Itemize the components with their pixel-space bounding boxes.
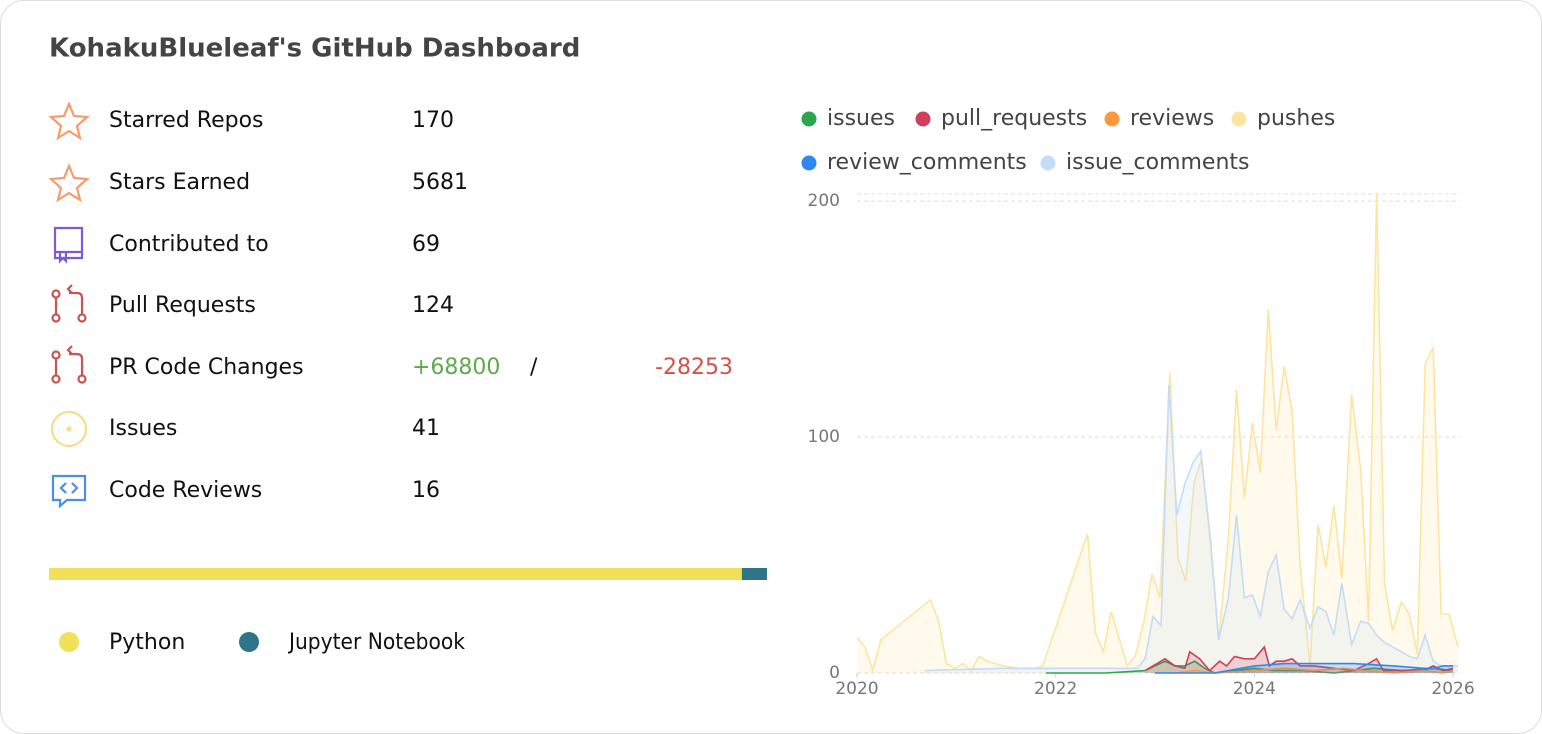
legend-swatch — [1231, 111, 1247, 127]
stat-label: Contributed to — [109, 232, 269, 257]
series-area — [857, 194, 1459, 673]
stat-label: Pull Requests — [109, 293, 256, 318]
stat-value: 41 — [412, 416, 440, 441]
language-bar — [741, 568, 767, 580]
stat-separator: / — [530, 355, 538, 380]
language-name: Jupyter Notebook — [287, 630, 466, 655]
stat-removed: -28253 — [655, 355, 733, 380]
issue-icon — [50, 410, 88, 448]
stat-label: PR Code Changes — [109, 355, 304, 380]
legend-label: issues — [827, 106, 895, 131]
language-bar — [49, 568, 742, 580]
review-icon — [51, 474, 87, 509]
stat-value: 170 — [412, 108, 454, 133]
language-name: Python — [109, 630, 185, 655]
star-icon — [48, 101, 90, 141]
language-dot — [239, 632, 259, 652]
series-line — [1155, 662, 1454, 674]
legend-swatch — [801, 155, 817, 171]
stat-label: Starred Repos — [109, 108, 264, 133]
legend-label: pushes — [1257, 106, 1335, 131]
x-tick-label: 2020 — [835, 679, 878, 699]
stat-label: Code Reviews — [109, 478, 262, 503]
pr-icon — [51, 345, 87, 384]
y-tick-label: 100 — [808, 427, 840, 447]
icons — [48, 101, 90, 509]
series-area — [924, 385, 1459, 673]
stat-added: +68800 — [412, 355, 500, 380]
x-tick-label: 2024 — [1233, 679, 1276, 699]
stat-value: 16 — [412, 478, 440, 503]
legend-label: review_comments — [827, 150, 1027, 175]
stat-label: Stars Earned — [109, 170, 250, 195]
legend-swatch — [915, 111, 931, 127]
stat-value: 124 — [412, 293, 454, 318]
legend-swatch — [1040, 155, 1056, 171]
star-icon — [48, 163, 90, 203]
series-line — [924, 385, 1458, 672]
legend-label: pull_requests — [941, 106, 1087, 131]
series-area — [1145, 647, 1454, 673]
legend-label: reviews — [1130, 106, 1214, 131]
y-tick-label: 200 — [808, 191, 840, 211]
repo-icon — [53, 226, 84, 264]
stat-value: 5681 — [412, 170, 468, 195]
pr-icon — [51, 284, 87, 323]
legend-label: issue_comments — [1066, 150, 1250, 175]
legend-swatch — [1104, 111, 1120, 127]
language-dot — [59, 632, 79, 652]
x-tick-label: 2022 — [1034, 679, 1077, 699]
stat-label: Issues — [109, 416, 177, 441]
x-tick-label: 2026 — [1431, 679, 1474, 699]
y-tick-label: 0 — [829, 663, 840, 683]
series-line — [1144, 645, 1454, 672]
legend-swatch — [801, 111, 817, 127]
stat-value: 69 — [412, 232, 440, 257]
title: KohakuBlueleaf's GitHub Dashboard — [49, 34, 580, 64]
